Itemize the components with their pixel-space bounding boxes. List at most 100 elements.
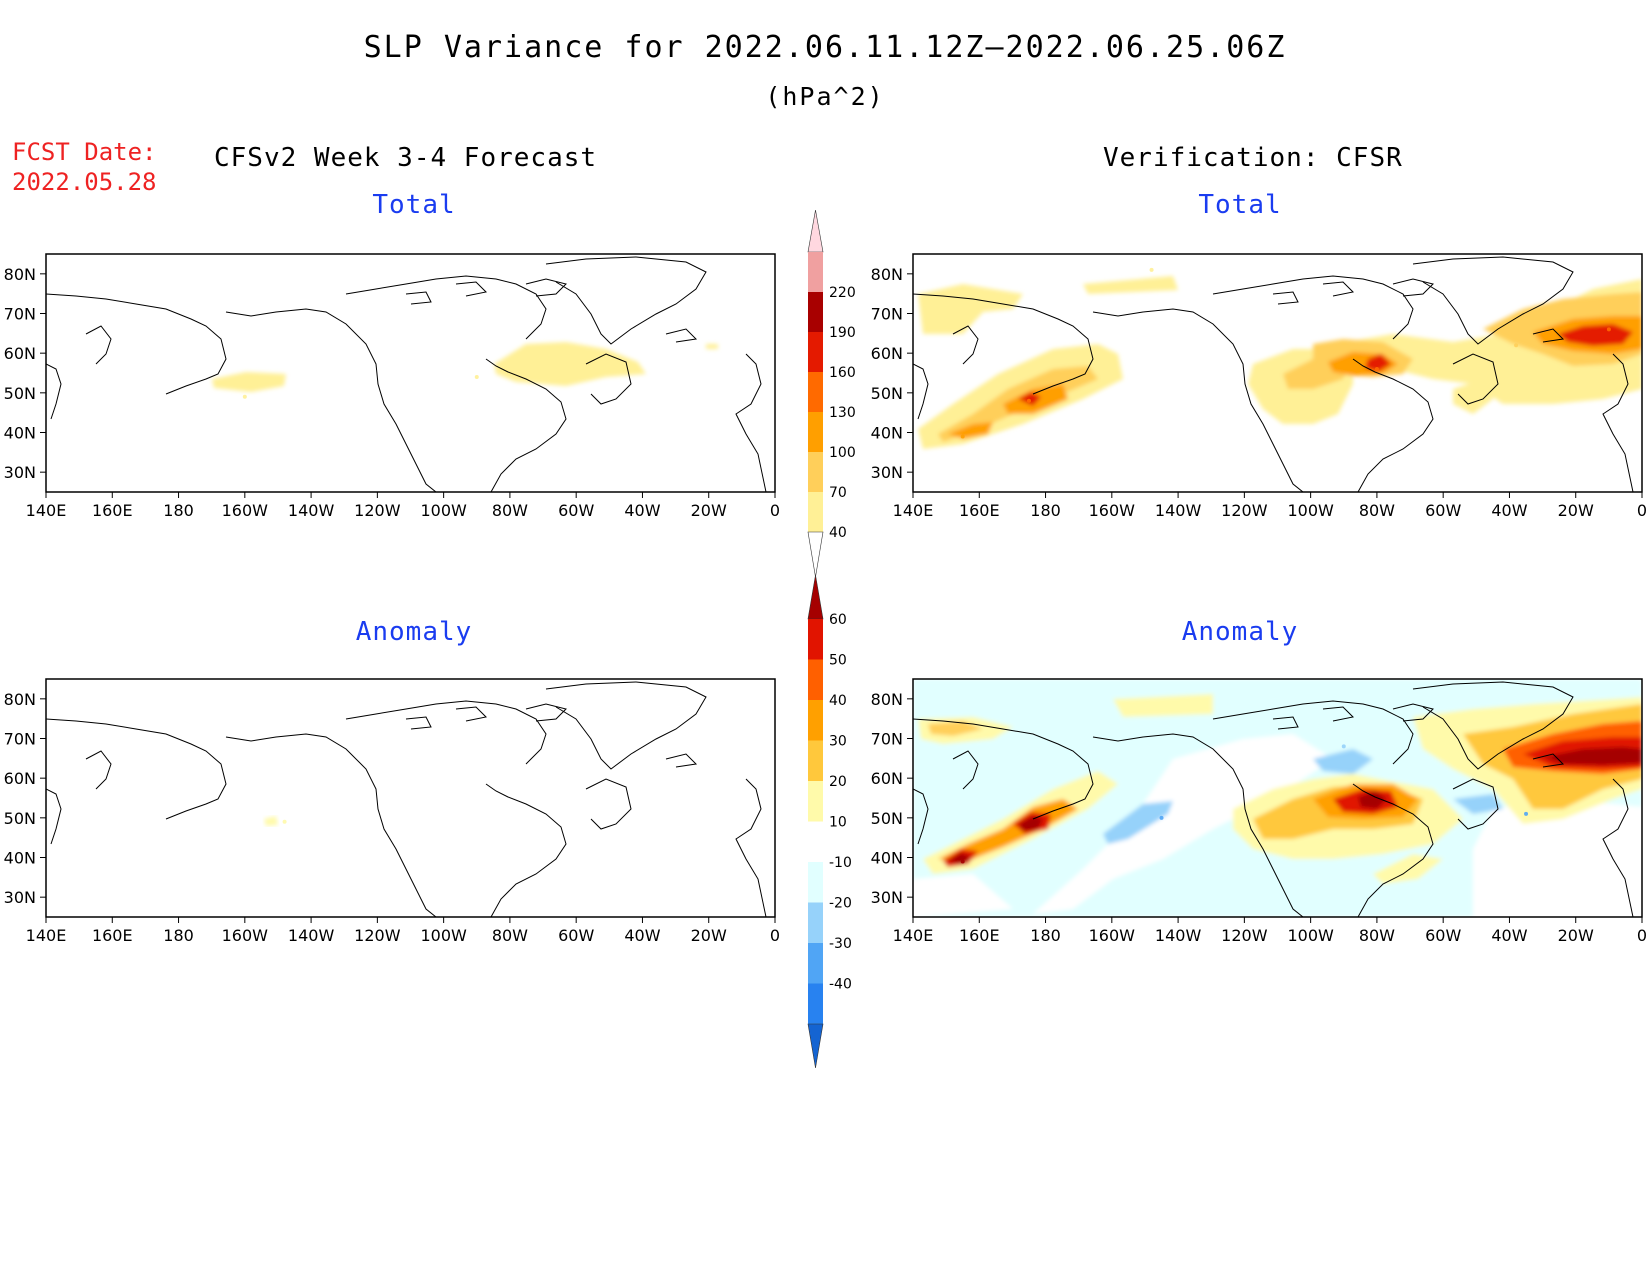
lat-tick-label: 40N <box>871 849 903 868</box>
coastline <box>1352 783 1434 917</box>
contour-fill-region <box>1033 734 1333 914</box>
lon-tick-label: 140W <box>1155 501 1202 520</box>
lat-tick-label: 30N <box>4 463 36 482</box>
field-peak-marker <box>1026 398 1031 403</box>
lon-tick-label: 180 <box>163 501 194 520</box>
coastline <box>455 706 488 722</box>
lon-tick-label: 100W <box>420 926 467 945</box>
colorbar-total-label: 130 <box>829 405 856 421</box>
contour-fill-region <box>1453 794 1503 814</box>
contour-fill-region <box>1113 694 1213 717</box>
coastline <box>585 778 632 830</box>
lon-tick-label: 20W <box>691 501 727 520</box>
lon-tick-label: 100W <box>1287 501 1334 520</box>
coastline <box>545 681 707 770</box>
coastline <box>225 308 437 492</box>
contour-fill-region <box>1473 799 1642 917</box>
contour-fill-region <box>1019 816 1043 831</box>
coastline <box>1092 733 1304 917</box>
lon-tick-label: 60W <box>1425 926 1461 945</box>
map-panel-1-content <box>913 254 1642 492</box>
colorbar-total-label: 160 <box>829 365 856 381</box>
colorbar-segment <box>808 781 823 822</box>
coastline <box>1212 700 1414 765</box>
field-peak-marker <box>960 287 965 292</box>
lon-tick-label: 160E <box>959 501 1000 520</box>
colorbar-segment <box>808 659 823 700</box>
colorbar-segment <box>808 902 823 943</box>
colorbar-total-label: 40 <box>829 525 847 541</box>
lat-tick-label: 40N <box>871 424 903 443</box>
coastline <box>665 328 698 343</box>
colorbar-segment <box>808 412 823 452</box>
contour-fill-region <box>913 874 1013 917</box>
colorbar-segment <box>808 862 823 903</box>
coastline <box>1392 278 1434 297</box>
lat-tick-label: 80N <box>4 265 36 284</box>
lat-tick-label: 70N <box>871 730 903 749</box>
verification-total-title: Total <box>1198 190 1282 220</box>
coastline-layer <box>46 681 767 917</box>
colorbar-anomaly: 60 50 40 30 20 10 -10 -20 -30 -40 <box>807 574 852 1069</box>
coastline <box>1272 291 1299 305</box>
coastline-layer <box>913 256 1634 492</box>
lon-tick-label: 40W <box>624 501 660 520</box>
verification-column-heading: Verification: CFSR <box>1103 143 1403 173</box>
lat-tick-label: 60N <box>871 344 903 363</box>
map-frame <box>912 678 1643 918</box>
colorbar-total-label: 70 <box>829 485 847 501</box>
coastline <box>1412 681 1574 770</box>
contour-fill-layer <box>264 816 278 826</box>
map-panel-2: 140E 160E 180 160W 140W 120W 100W 80W 60W 40W 20W 0… <box>4 678 780 945</box>
colorbar-anomaly-label: 30 <box>829 734 847 750</box>
contour-fill-region <box>1103 801 1173 844</box>
colorbar-segment <box>808 292 823 332</box>
colorbar-anomaly-label: -10 <box>829 855 852 871</box>
lon-tick-label: 60W <box>1425 501 1461 520</box>
lon-tick-label: 20W <box>691 926 727 945</box>
lon-tick-label: 100W <box>420 501 467 520</box>
lon-tick-label: 140E <box>26 926 67 945</box>
field-peak-marker <box>541 374 546 379</box>
lat-tick-label: 50N <box>4 384 36 403</box>
lon-tick-label: 80W <box>1359 501 1395 520</box>
coastline <box>225 733 437 917</box>
coastline <box>1272 716 1299 730</box>
coastline <box>1602 778 1634 917</box>
units-label: (hPa^2) <box>765 82 885 111</box>
coastline <box>735 353 767 492</box>
map-panel-0-content <box>46 254 775 492</box>
lat-tick-label: 30N <box>4 888 36 907</box>
contour-fill-region <box>948 422 993 439</box>
contour-fill-region <box>1365 354 1391 372</box>
lat-tick-label: 70N <box>4 305 36 324</box>
coastline <box>545 256 707 345</box>
lat-tick-label: 50N <box>871 809 903 828</box>
field-peak-marker <box>1374 367 1379 372</box>
lon-tick-label: 160W <box>1089 926 1136 945</box>
coastline <box>1452 778 1499 830</box>
field-peak-marker <box>1590 752 1595 757</box>
coastline <box>665 753 698 768</box>
coastline <box>46 293 227 395</box>
lon-tick-label: 180 <box>1030 926 1061 945</box>
map-frame <box>45 253 776 493</box>
colorbar-segment <box>808 619 823 660</box>
coastline <box>1602 353 1634 492</box>
map-background <box>46 679 775 917</box>
coastline <box>85 325 112 365</box>
colorbar-anomaly-label: 40 <box>829 693 847 709</box>
colorbar-segment <box>808 740 823 781</box>
forecast-date-value: 2022.05.28 <box>12 168 157 196</box>
lon-tick-label: 0 <box>1637 501 1647 520</box>
colorbar-total-label: 220 <box>829 285 856 301</box>
coastline <box>913 363 929 420</box>
lat-tick-label: 30N <box>871 463 903 482</box>
lat-tick-label: 70N <box>871 305 903 324</box>
colorbar-segment <box>808 983 823 1024</box>
field-peak-marker <box>1514 343 1519 348</box>
lon-tick-label: 160E <box>92 501 133 520</box>
field-peak-marker <box>1159 815 1164 820</box>
lon-tick-label: 160E <box>92 926 133 945</box>
